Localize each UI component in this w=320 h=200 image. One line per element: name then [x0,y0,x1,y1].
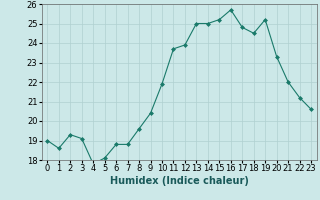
X-axis label: Humidex (Indice chaleur): Humidex (Indice chaleur) [110,176,249,186]
